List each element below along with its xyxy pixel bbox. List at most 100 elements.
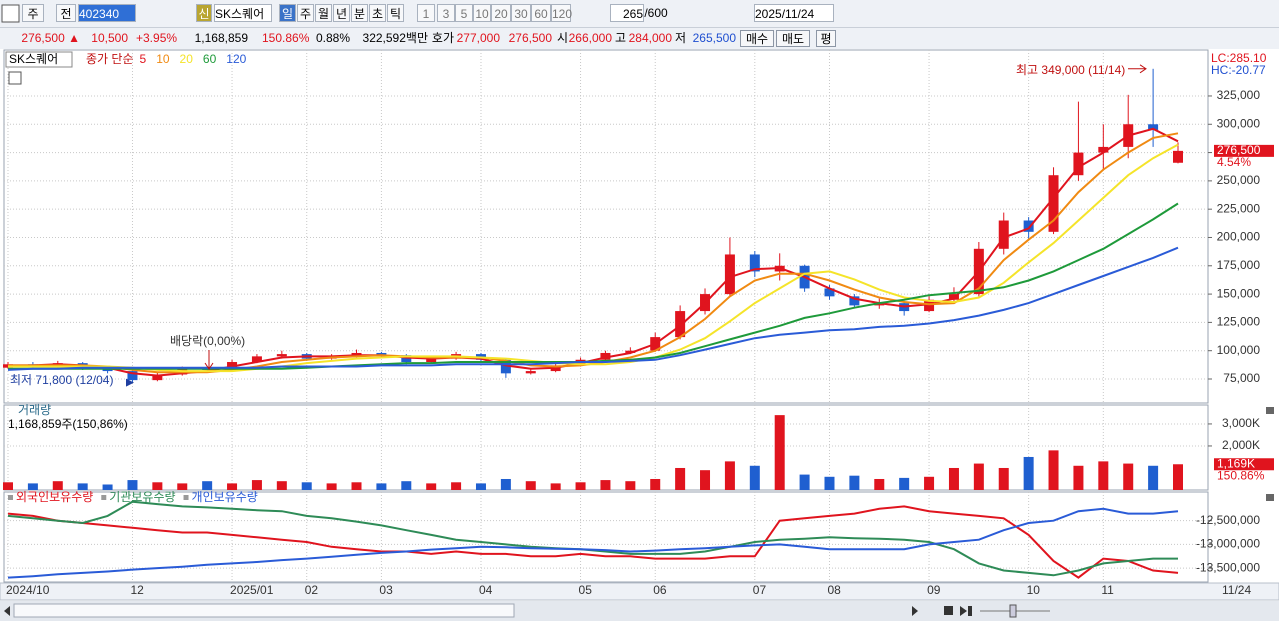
- legend-box: [5, 51, 73, 68]
- candle-body: [849, 296, 860, 306]
- scroll-left[interactable]: [4, 606, 10, 616]
- toolbar-item[interactable]: 신: [196, 4, 212, 22]
- volume-bar: [924, 476, 935, 490]
- series-line: [7, 246, 1179, 371]
- toolbar-item[interactable]: 30: [511, 4, 531, 22]
- toolbar-item[interactable]: 월: [315, 4, 332, 22]
- stop-button[interactable]: [944, 606, 953, 615]
- candle-body: [924, 299, 935, 312]
- toolbar: 주 전 402340 신 SK스퀘어 일 주 월 년 분 초 틱 1 3 5 10 20 30 60 120 265/6…: [0, 0, 1279, 28]
- zoom-thumb[interactable]: [1009, 604, 1017, 618]
- toolbar-item[interactable]: 초: [369, 4, 386, 22]
- scroll-right[interactable]: [912, 606, 918, 616]
- x-tick-label: 02: [305, 583, 319, 597]
- x-last-label: 11/24: [1222, 583, 1251, 597]
- legend-item: 기관보유수량: [109, 490, 175, 504]
- order-button[interactable]: 매도: [776, 30, 810, 47]
- y-tick-label: -13,000,000: [1196, 537, 1260, 551]
- x-axis-bar: [0, 582, 1279, 601]
- toolbar-item[interactable]: 20: [491, 4, 511, 22]
- info-item: 시: [556, 31, 568, 45]
- legend-item: 외국인보유수량: [16, 490, 93, 504]
- info-item: 266,000: [568, 31, 612, 45]
- candle-body: [1048, 175, 1059, 232]
- y-tick-label: 325,000: [1217, 88, 1261, 102]
- holdings-pane: [3, 491, 1209, 583]
- order-button[interactable]: 평: [816, 30, 836, 47]
- toolbar-item[interactable]: 주: [22, 4, 44, 22]
- toolbar-item[interactable]: 60: [531, 4, 551, 22]
- toolbar-item[interactable]: 3: [437, 4, 455, 22]
- candle-body: [724, 254, 735, 295]
- volume-bar: [550, 483, 561, 490]
- candle-body: [426, 358, 437, 363]
- candle-body: [251, 356, 262, 363]
- pane-menu[interactable]: [1266, 494, 1274, 501]
- volume-bar: [251, 480, 262, 490]
- y-tick-label: -13,500,000: [1196, 560, 1260, 574]
- volume-bar: [52, 481, 63, 490]
- toolbar-item[interactable]: 5: [455, 4, 473, 22]
- volume-bar: [625, 481, 636, 490]
- legend-swatch: [8, 495, 13, 500]
- menu-icon[interactable]: [1, 4, 20, 23]
- volume-bar: [1098, 461, 1109, 490]
- chart-bg: [0, 49, 1279, 621]
- table-icon[interactable]: [8, 71, 22, 85]
- toolbar-item[interactable]: 10: [473, 4, 491, 22]
- scroll-track[interactable]: [13, 603, 515, 618]
- series-line: [7, 507, 1179, 579]
- x-tick-label: 10: [1027, 583, 1041, 597]
- candle-body: [874, 303, 885, 306]
- volume-bar: [700, 470, 711, 490]
- info-item: 277,000: [456, 31, 500, 45]
- order-button[interactable]: 매수: [740, 30, 774, 47]
- toolbar-item[interactable]: 일: [279, 4, 296, 22]
- y-tick-label: 250,000: [1217, 173, 1261, 187]
- candle-body: [376, 352, 387, 356]
- play-button[interactable]: [960, 606, 972, 616]
- candle-body: [1023, 220, 1034, 232]
- change-label: 4.54%: [1217, 155, 1251, 169]
- candle-body: [625, 350, 636, 353]
- toolbar-item[interactable]: 2025/11/24: [754, 4, 834, 22]
- x-tick-label: 04: [479, 583, 493, 597]
- y-tick-label: 225,000: [1217, 201, 1261, 215]
- toolbar-item[interactable]: 주: [297, 4, 314, 22]
- toolbar-item[interactable]: 402340: [78, 4, 136, 22]
- high-note: 최고 349,000 (11/14): [1016, 63, 1125, 77]
- volume-bar: [575, 482, 586, 490]
- y-tick-label: 200,000: [1217, 230, 1261, 244]
- toolbar-item[interactable]: SK스퀘어: [214, 4, 272, 22]
- toolbar-item[interactable]: 120: [551, 4, 572, 22]
- info-item: 150.86%: [262, 31, 310, 45]
- volume-bar: [1048, 450, 1059, 490]
- series-line: [8, 143, 1179, 373]
- volume-bar: [1148, 465, 1159, 490]
- legend-item: 60: [203, 52, 217, 66]
- toolbar-item[interactable]: 265: [610, 4, 644, 22]
- info-item: 10,500: [91, 31, 128, 45]
- candle-body: [1098, 146, 1109, 153]
- candle-body: [152, 374, 163, 381]
- toolbar-item[interactable]: 틱: [387, 4, 404, 22]
- x-tick-label: 08: [827, 583, 841, 597]
- toolbar-item[interactable]: 년: [333, 4, 350, 22]
- candle-body: [675, 311, 686, 338]
- info-item: 0.88%: [316, 31, 351, 45]
- toolbar-item[interactable]: 분: [351, 4, 368, 22]
- volume-bar: [3, 482, 13, 490]
- info-item: +3.95%: [136, 31, 178, 45]
- pane-menu[interactable]: [1266, 407, 1274, 414]
- toolbar-item[interactable]: 전: [56, 4, 76, 22]
- volume-bar: [824, 476, 835, 490]
- toolbar-item[interactable]: 1: [417, 4, 435, 22]
- volume-bar: [998, 467, 1009, 490]
- legend-item: 10: [156, 52, 170, 66]
- candle-body: [102, 368, 113, 372]
- candle-body: [525, 371, 536, 374]
- volume-bar: [1023, 456, 1034, 490]
- volume-bar: [899, 477, 910, 490]
